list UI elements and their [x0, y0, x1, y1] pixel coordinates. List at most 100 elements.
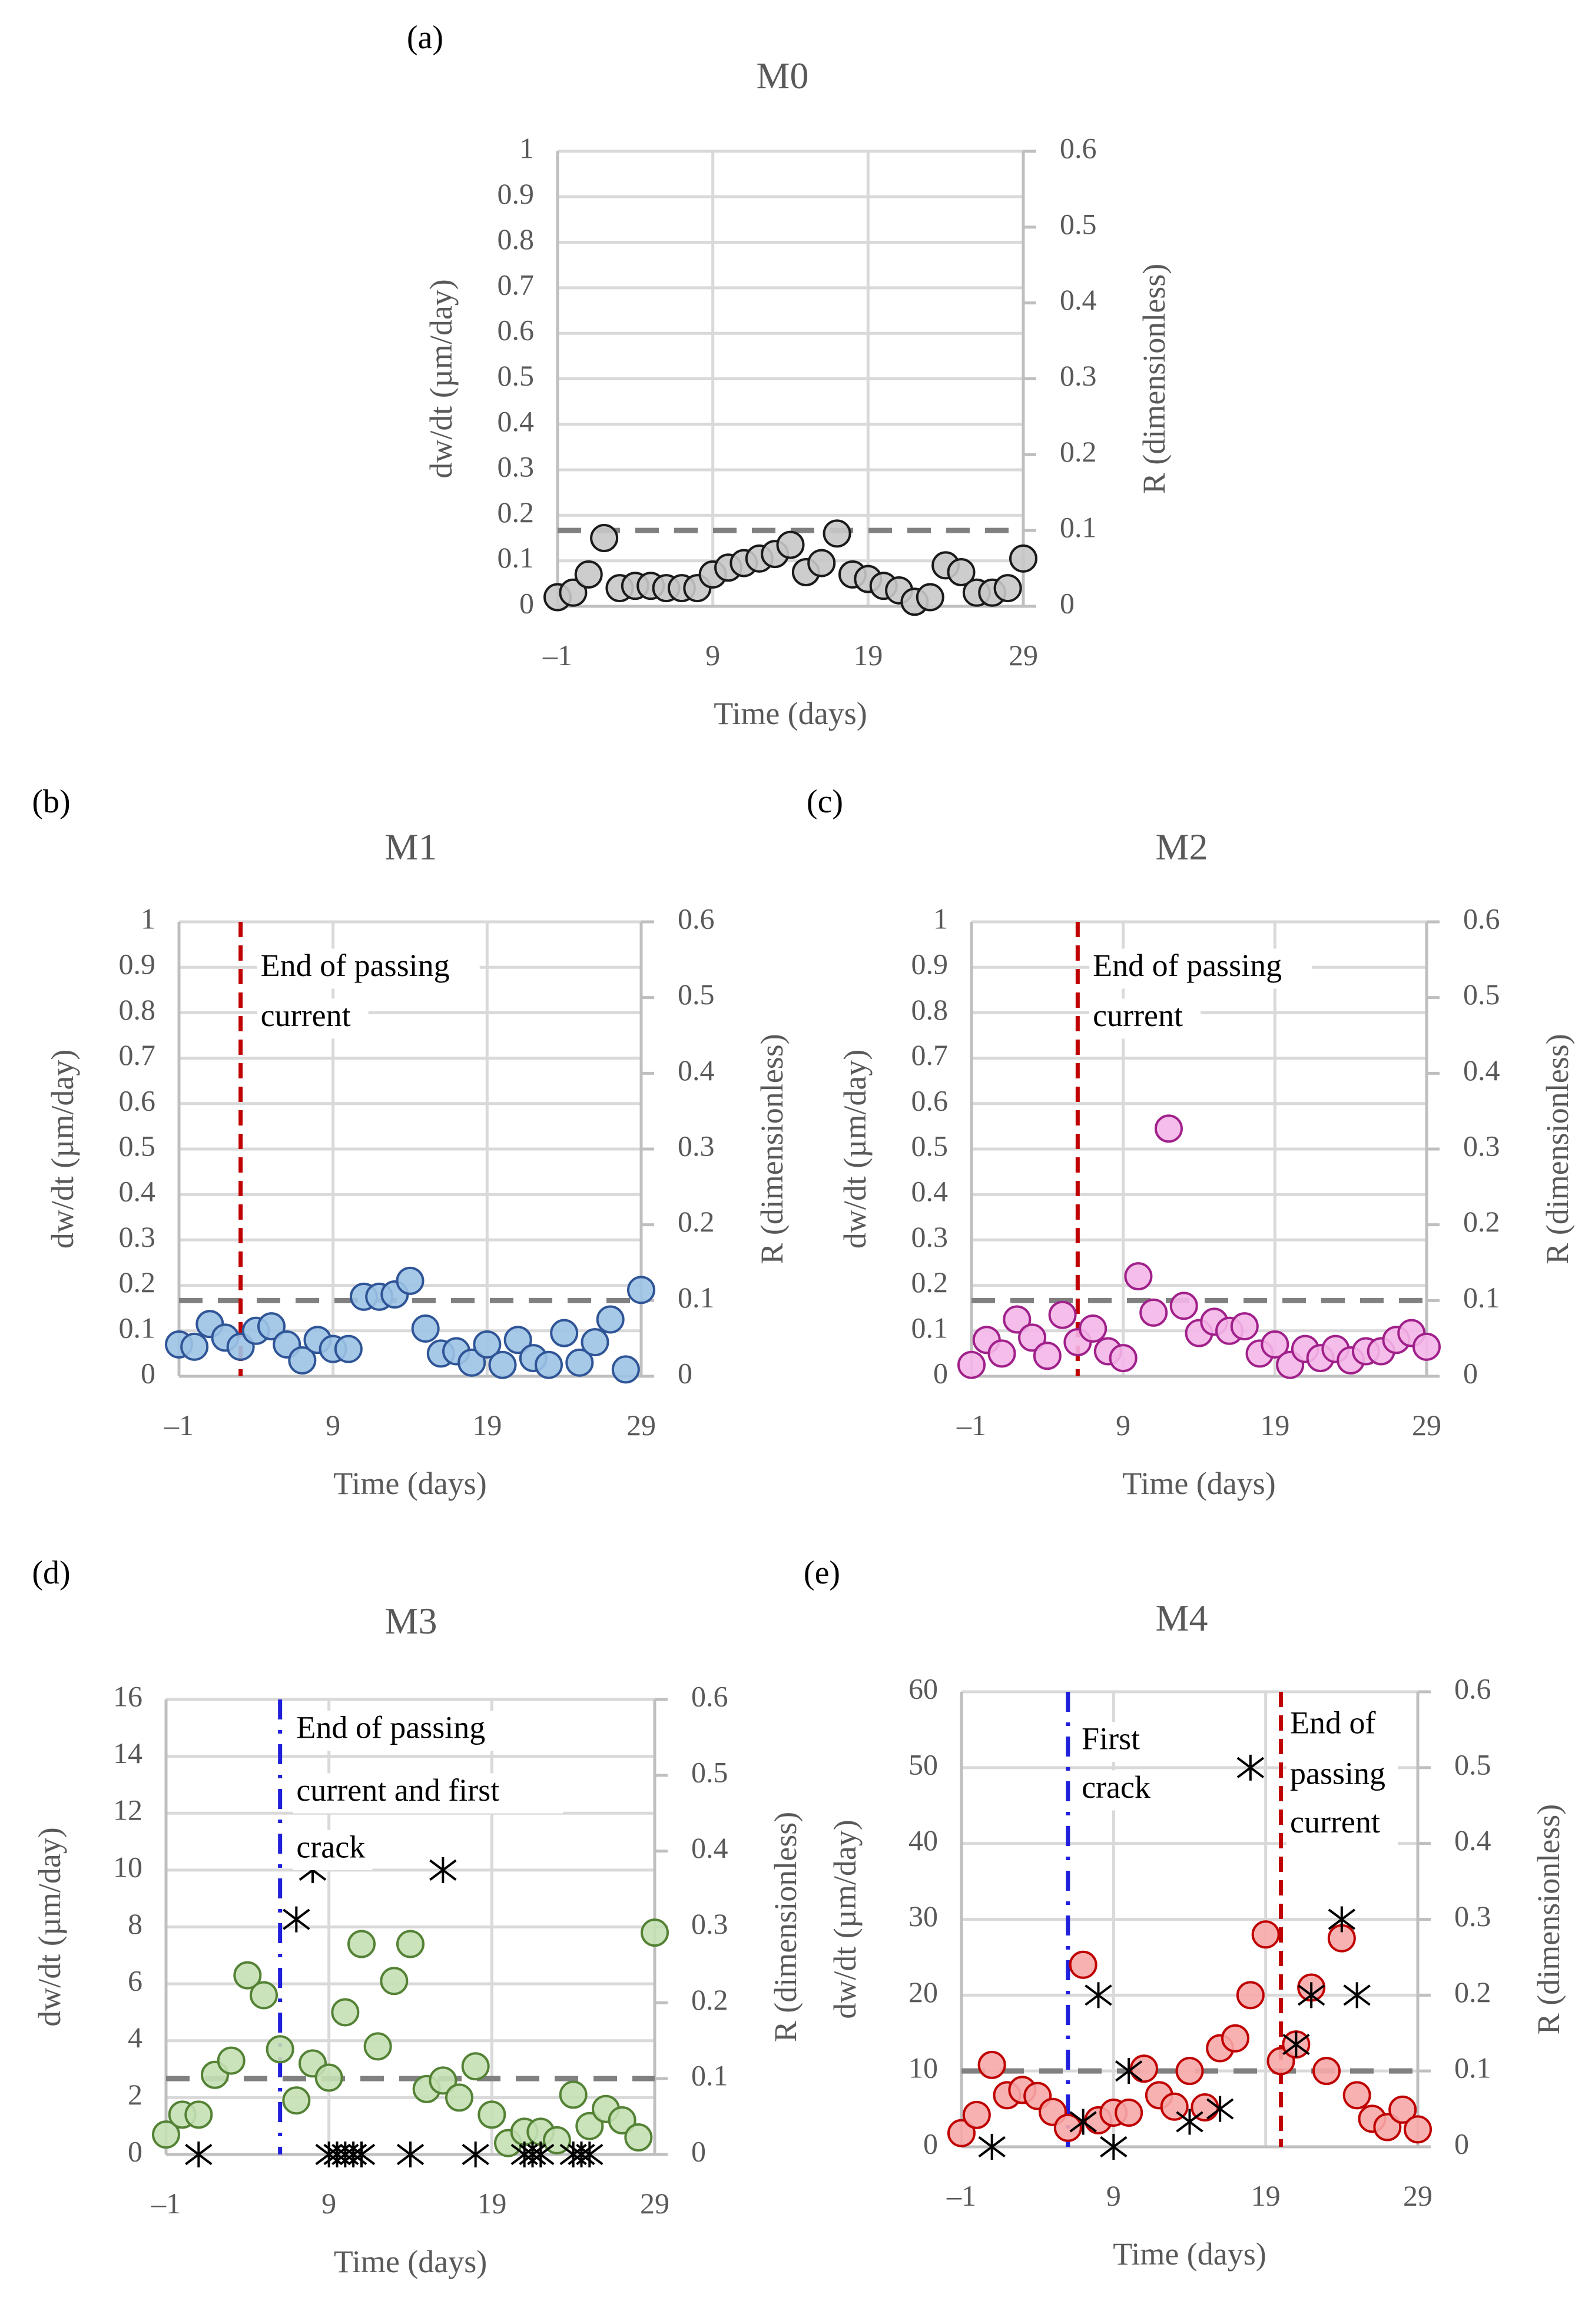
data-point: [947, 558, 976, 587]
y-axis-title: dw/dt (µm/day): [45, 1050, 80, 1249]
annotation-text: current: [1290, 1804, 1380, 1840]
data-point: [550, 1319, 579, 1347]
data-point: [380, 1967, 409, 1996]
data-point: [1069, 1950, 1097, 1979]
y2-tick-label: 0: [1060, 586, 1075, 619]
y2-tick-label: 0.3: [1454, 1900, 1491, 1933]
data-point: [1124, 1262, 1153, 1291]
annotation-bg: [293, 1830, 373, 1871]
data-point: [445, 2083, 473, 2112]
y-tick-label: 0.3: [119, 1220, 156, 1253]
y-tick-label: 30: [908, 1900, 938, 1933]
data-point: [962, 2100, 991, 2129]
data-point: [1053, 2113, 1082, 2142]
chart-title: M4: [1156, 1597, 1208, 1639]
data-point: [396, 1930, 425, 1958]
chart-title: M2: [1156, 826, 1208, 868]
chart-panel-m0: (a) M0 0 0.1 0.2 0.3 0.4 0.5 0.6 0.7 0.8 0.9 1 –1 9 19 2…: [407, 19, 1172, 731]
data-point: [575, 2111, 604, 2140]
y-tick-label: 0.4: [911, 1175, 949, 1208]
chart-panel-m3: (d) M3 0 2 4 6 8 10 12 14 16 –1 9 19 29 0 0.1 0.2 0.3 0.4 0.…: [32, 1555, 803, 2279]
x-tick-label: 19: [477, 2187, 506, 2220]
data-point: [627, 1276, 655, 1304]
annotation-bg: [257, 948, 480, 989]
data-point: [1160, 2092, 1189, 2121]
x-tick-label: –1: [164, 1409, 194, 1442]
y2-tick-label: 0.6: [678, 902, 715, 935]
y-tick-label: 10: [908, 2051, 938, 2084]
data-point: [1404, 2115, 1432, 2144]
x-axis-title: Time (days): [1113, 2236, 1266, 2272]
x-tick-label: 29: [626, 1409, 656, 1442]
y-tick-label: 0.4: [119, 1175, 156, 1208]
data-point: [1412, 1332, 1441, 1361]
y2-tick-label: 0.1: [678, 1281, 715, 1314]
y2-tick-label: 0.4: [1060, 283, 1097, 316]
panel-label: (c): [807, 783, 843, 820]
x-axis-title: Time (days): [333, 1466, 487, 1501]
x-tick-label: 29: [640, 2187, 669, 2220]
annotation-bg: [1089, 998, 1201, 1039]
annotation-text: End of: [1290, 1705, 1375, 1740]
data-point: [993, 574, 1022, 603]
y-tick-label: 2: [128, 2078, 142, 2111]
data-point: [233, 1961, 262, 1990]
x-tick-label: 19: [1251, 2179, 1281, 2212]
data-point: [1221, 2024, 1249, 2053]
y-tick-label: 10: [113, 1850, 142, 1883]
data-point: [396, 1266, 425, 1295]
y-tick-label: 12: [113, 1794, 142, 1827]
data-point: [611, 1355, 640, 1384]
data-point-asterisk: [1282, 2031, 1310, 2058]
data-point-asterisk: [396, 2142, 425, 2167]
panel-label: (d): [32, 1555, 70, 1591]
y-tick-label: 0.9: [498, 177, 535, 210]
data-point: [1251, 1920, 1280, 1949]
data-point: [473, 1330, 502, 1359]
data-point: [1115, 2099, 1143, 2127]
annotation-text: End of passing: [1093, 948, 1282, 983]
data-point-asterisk: [1328, 1906, 1356, 1933]
data-point-asterisk: [527, 2142, 555, 2167]
y-tick-label: 8: [128, 1907, 142, 1940]
data-point: [1175, 2057, 1204, 2086]
annotation-text: End of passing: [261, 948, 450, 983]
annotation-text: current and first: [296, 1772, 499, 1808]
y-tick-label: 0.3: [498, 450, 535, 483]
chart-title: M1: [385, 826, 437, 868]
y-axis-title: dw/dt (µm/day): [837, 1050, 873, 1249]
y-tick-label: 0.8: [911, 993, 949, 1026]
y-tick-label: 0: [128, 2134, 142, 2167]
data-point: [947, 2119, 976, 2147]
annotation-bg: [1078, 1770, 1158, 1811]
data-point: [807, 549, 836, 577]
data-point: [334, 1334, 363, 1363]
data-point: [1130, 2054, 1158, 2083]
data-point: [363, 2032, 392, 2061]
data-point: [1003, 1305, 1032, 1334]
y-tick-label: 0.7: [119, 1038, 156, 1071]
x-tick-label: 29: [1009, 639, 1038, 672]
y-tick-label: 0.1: [119, 1311, 156, 1344]
x-tick-label: 29: [1412, 1409, 1441, 1442]
data-point-asterisk: [1100, 2134, 1128, 2160]
data-point-asterisk: [1297, 1982, 1325, 2008]
x-tick-label: 19: [1260, 1409, 1289, 1442]
data-point: [257, 1312, 286, 1341]
data-point: [250, 1981, 278, 2010]
data-point-asterisk: [1206, 2096, 1234, 2122]
data-point: [977, 2050, 1006, 2079]
y-tick-label: 0.2: [498, 496, 535, 529]
chart-title: M0: [757, 55, 809, 97]
x-axis-title: Time (days): [1122, 1466, 1276, 1501]
data-point: [429, 2066, 457, 2095]
x-tick-label: –1: [946, 2179, 976, 2212]
chart-panel-m2: (c) M2 0 0.1 0.2 0.3 0.4 0.5 0.6 0.7 0.8 0.9 1 –1 9 19 2…: [807, 783, 1575, 1501]
y-tick-label: 20: [908, 1976, 938, 2008]
data-point-asterisk: [185, 2142, 213, 2167]
y-tick-label: 0: [141, 1356, 155, 1389]
y-tick-label: 0.4: [498, 404, 535, 437]
annotation-bg: [293, 1711, 516, 1751]
data-point: [1342, 2081, 1371, 2110]
y-tick-label: 1: [933, 902, 948, 935]
